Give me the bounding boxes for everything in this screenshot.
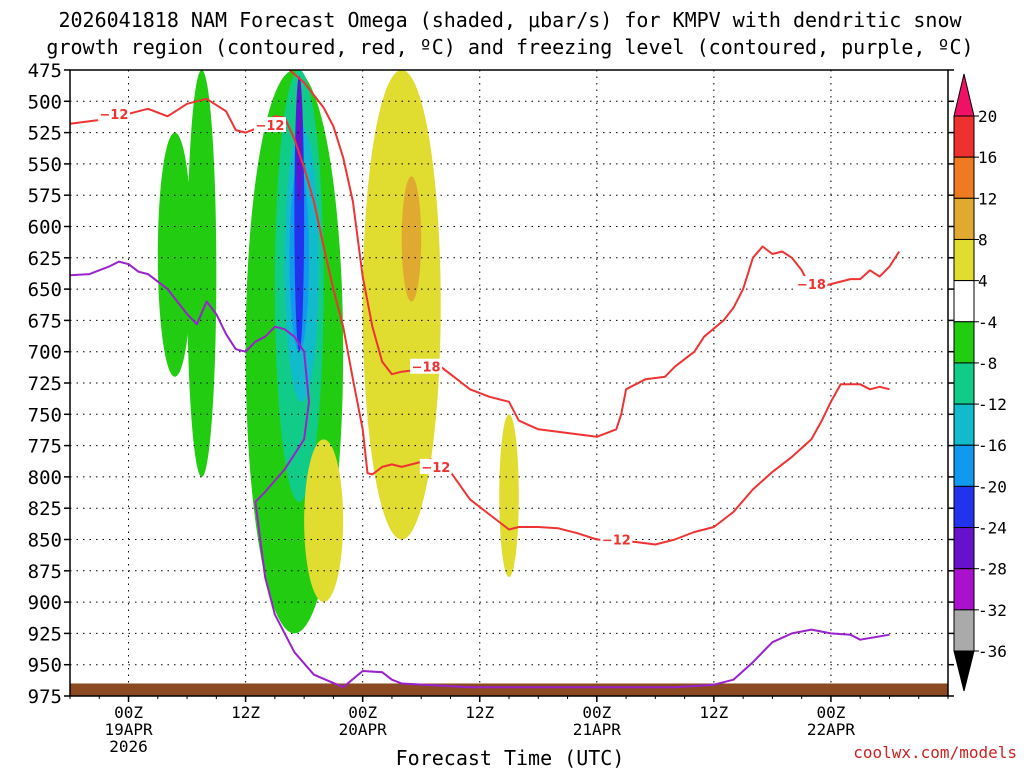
- x-tick-label-2-1: 20APR: [339, 720, 388, 739]
- y-tick-label-16: 875: [28, 561, 62, 583]
- colorbar-label-6: -8: [978, 354, 997, 373]
- contour-label-bg-3: [600, 531, 633, 547]
- y-tick-label-6: 625: [28, 248, 62, 270]
- y-axis: 475 500 525 550 575 600 625 650 675 700 725 750 775 8…: [28, 60, 954, 708]
- colorbar: 20 16 12 8 4 -4 -8 -12 -16 -20 -24 -28 -32 -36: [953, 73, 1007, 692]
- x-tick-label-4-0: 00Z: [582, 703, 611, 722]
- x-tick-label-6-1: 22APR: [807, 720, 856, 739]
- y-tick-label-4: 575: [28, 185, 62, 207]
- x-tick-label-0-1: 19APR: [104, 720, 153, 739]
- contour-line-1: [288, 70, 901, 438]
- y-tick-label-19: 950: [28, 655, 62, 677]
- y-tick-label-5: 600: [28, 217, 62, 239]
- contour-label-bg-0: [97, 105, 130, 121]
- colorbar-segment-4: [953, 280, 975, 323]
- y-tick-label-12: 775: [28, 436, 62, 458]
- contour-line-2: [70, 260, 890, 689]
- colorbar-label-8: -16: [978, 436, 1007, 455]
- contour-label-3: −12: [602, 534, 631, 549]
- y-tick-label-14: 825: [28, 498, 62, 520]
- colorbar-label-9: -20: [978, 477, 1007, 496]
- colorbar-label-1: 16: [978, 148, 997, 167]
- colorbar-label-2: 12: [978, 189, 997, 208]
- omega-region-10: [499, 414, 519, 578]
- colorbar-label-10: -24: [978, 519, 1007, 538]
- colorbar-label-3: 8: [978, 230, 988, 249]
- contour-label-bg-1: [253, 117, 286, 133]
- contour-label-4: −18: [412, 361, 441, 376]
- chart-title-line1: 2026041818 NAM Forecast Omega (shaded, μ…: [58, 8, 962, 32]
- colorbar-label-13: -36: [978, 642, 1007, 661]
- x-tick-label-6-0: 00Z: [816, 703, 845, 722]
- x-tick-label-4-1: 21APR: [573, 720, 622, 739]
- contour-label-2: −12: [421, 461, 450, 476]
- colorbar-segment-5: [953, 321, 975, 364]
- omega-region-9: [304, 439, 344, 603]
- x-axis-label: Forecast Time (UTC): [396, 746, 625, 768]
- colorbar-segment-7: [953, 403, 975, 446]
- credit-text: coolwx.com/models: [853, 743, 1017, 762]
- omega-region-0: [187, 70, 217, 477]
- y-tick-label-3: 550: [28, 154, 62, 176]
- contour-label-bg-2: [419, 458, 452, 474]
- y-tick-label-17: 900: [28, 592, 62, 614]
- omega-region-11: [401, 176, 422, 302]
- plot-background: [70, 70, 948, 696]
- omega-region-7: [296, 76, 303, 202]
- plot-area: −12 −12 −12 −12 −18 −18: [69, 69, 949, 697]
- x-tick-label-0-0: 00Z: [114, 703, 143, 722]
- omega-region-1: [157, 132, 192, 377]
- x-tick-label-5-0: 12Z: [699, 703, 728, 722]
- contour-line-0: [70, 97, 890, 546]
- colorbar-segment-6: [953, 362, 975, 405]
- y-tick-label-18: 925: [28, 623, 62, 645]
- ground-layer: [70, 683, 948, 696]
- contour-label-bg-5: [795, 276, 828, 292]
- colorbar-segment-8: [953, 444, 975, 487]
- y-tick-label-0: 475: [28, 60, 62, 82]
- y-tick-label-2: 525: [28, 123, 62, 145]
- y-tick-label-10: 725: [28, 373, 62, 395]
- x-tick-label-0-2: 2026: [109, 737, 148, 756]
- y-tick-label-13: 800: [28, 467, 62, 489]
- contour-label-0: −12: [99, 108, 128, 123]
- y-tick-label-11: 750: [28, 404, 62, 426]
- omega-region-8: [362, 70, 441, 540]
- ground-terrain: [70, 683, 948, 696]
- colorbar-segment-2: [953, 197, 975, 240]
- colorbar-bottom-arrow: [953, 650, 975, 692]
- contour-lines: −12 −12 −12 −12 −18 −18: [70, 70, 901, 689]
- colorbar-segment-9: [953, 485, 975, 529]
- y-tick-label-20: 975: [28, 686, 62, 708]
- y-tick-label-8: 675: [28, 310, 62, 332]
- chart-title-line2: growth region (contoured, red, ºC) and f…: [46, 35, 973, 59]
- x-tick-label-2-0: 00Z: [348, 703, 377, 722]
- colorbar-segment-10: [953, 527, 975, 570]
- colorbar-label-0: 20: [978, 107, 997, 126]
- colorbar-segment-11: [953, 568, 975, 611]
- contour-label-bg-4: [410, 358, 443, 374]
- y-tick-label-7: 650: [28, 279, 62, 301]
- colorbar-segment-12: [953, 609, 975, 652]
- x-tick-label-1-0: 12Z: [231, 703, 260, 722]
- contour-label-5: −18: [797, 278, 826, 293]
- x-tick-label-3-0: 12Z: [465, 703, 494, 722]
- y-tick-label-1: 500: [28, 91, 62, 113]
- colorbar-top-arrow: [953, 73, 975, 117]
- colorbar-segment-1: [953, 156, 975, 199]
- colorbar-label-4: 4: [978, 272, 988, 291]
- colorbar-label-5: -4: [978, 313, 997, 332]
- colorbar-segment-0: [953, 115, 975, 158]
- contour-label-1: −12: [255, 119, 284, 134]
- colorbar-segment-3: [953, 238, 975, 282]
- colorbar-label-11: -28: [978, 560, 1007, 579]
- y-tick-label-9: 700: [28, 342, 62, 364]
- y-tick-label-15: 850: [28, 530, 62, 552]
- colorbar-label-7: -12: [978, 395, 1007, 414]
- grid-lines: [70, 70, 948, 696]
- omega-shading: [157, 70, 519, 634]
- colorbar-label-12: -32: [978, 601, 1007, 620]
